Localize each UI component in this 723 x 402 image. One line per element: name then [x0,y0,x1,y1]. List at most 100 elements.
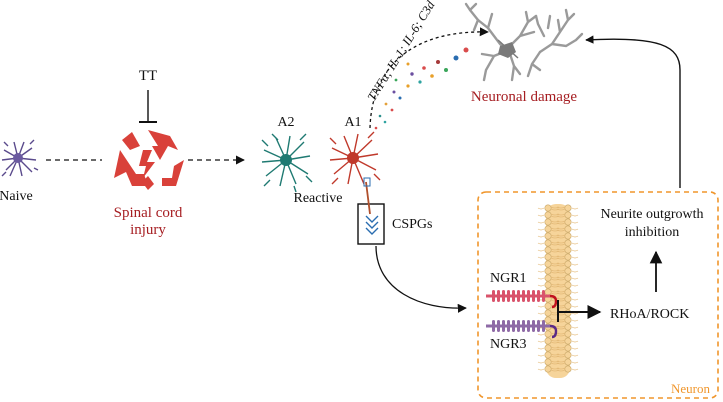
lipid-tail [571,368,579,371]
lipid-tail [571,242,579,245]
lipid-tail [537,263,545,266]
receptor-repeat [497,290,500,302]
lipid-tail [537,333,545,336]
lipid-tail [556,213,566,218]
lipid-head [544,309,552,317]
lipid-tail [571,284,579,287]
lipid-head [564,274,572,282]
lipid-head [544,365,552,373]
lipid-tail [571,326,579,329]
lipid-head [544,344,552,352]
lipid-head [544,316,552,324]
lipid-head [544,330,552,338]
lipid-head [564,337,572,345]
lipid-tail [556,332,566,337]
lipid-head [544,281,552,289]
lipid-tail [556,262,566,267]
lipid-tail [556,276,566,281]
naive-label: Naive [0,189,33,204]
lipid-head [564,344,572,352]
lipid-head [544,239,552,247]
lipid-head [544,337,552,345]
ngr3-receptor [486,320,558,339]
lipid-tail [556,206,566,211]
ngr1-receptor [486,290,558,309]
lipid-tail [571,298,579,301]
lipid-head [544,267,552,275]
lipid-head [564,316,572,324]
receptor-repeat [542,290,545,302]
lipid-head [564,211,572,219]
lipid-head [564,358,572,366]
lipid-tail [571,312,579,315]
lipid-tail [556,220,566,225]
lipid-head [544,274,552,282]
receptor-repeat [512,320,515,332]
lipid-tail [571,228,579,231]
injury-label-line2: injury [130,222,166,238]
cspgs-box [357,177,385,245]
lipid-tail [556,346,566,351]
lipid-head [564,288,572,296]
damaged-neuron-icon [464,2,584,82]
receptor-repeat [492,290,495,302]
lipid-head [564,246,572,254]
neuron-label: Neuron [671,381,710,396]
receptor-repeat [537,290,540,302]
lipid-tail [571,291,579,294]
a1-label: A1 [344,115,361,130]
neuron-to-damage-arrow [585,35,681,188]
lipid-tail [537,340,545,343]
receptor-repeat [527,320,530,332]
lipid-tail [537,347,545,350]
receptor-repeat [507,290,510,302]
receptor-tail [549,294,558,309]
lipid-tail [571,354,579,357]
lipid-head [544,218,552,226]
rhoa-label: RHoA/ROCK [610,307,689,322]
lipid-tail [537,242,545,245]
lipid-tail [537,312,545,315]
lipid-tail [556,234,566,239]
lipid-head [544,260,552,268]
lipid-head [564,281,572,289]
neuron-box [477,191,719,399]
neuronal-damage-label: Neuronal damage [471,89,578,105]
lipid-head [564,253,572,261]
ngr3-label: NGR3 [490,337,527,352]
lipid-tail [537,221,545,224]
lipid-head [564,225,572,233]
lipid-head [564,323,572,331]
lipid-head [544,253,552,261]
lipid-tail [556,290,566,295]
lipid-tail [556,227,566,232]
lipid-head [544,358,552,366]
receptor-repeat [492,320,495,332]
cspgs-label: CSPGs [392,217,432,232]
lipid-tail [556,241,566,246]
receptor-repeat [512,290,515,302]
lipid-tail [556,360,566,365]
receptor-repeat [502,320,505,332]
lipid-tail [537,256,545,259]
receptor-repeat [522,320,525,332]
lipid-tail [571,249,579,252]
lipid-tail [571,361,579,364]
a2-label: A2 [277,115,294,130]
lipid-head [564,218,572,226]
receptor-repeat [517,320,520,332]
lipid-head [544,232,552,240]
cell-membrane [537,204,579,378]
receptor-repeat [537,320,540,332]
receptor-repeat [502,290,505,302]
receptor-repeat [517,290,520,302]
lipid-tail [556,255,566,260]
ngr1-label: NGR1 [490,271,527,286]
lipid-head [564,267,572,275]
lipid-tail [537,228,545,231]
lipid-tail [571,235,579,238]
lipid-tail [571,305,579,308]
lipid-tail [537,368,545,371]
lipid-tail [556,353,566,358]
